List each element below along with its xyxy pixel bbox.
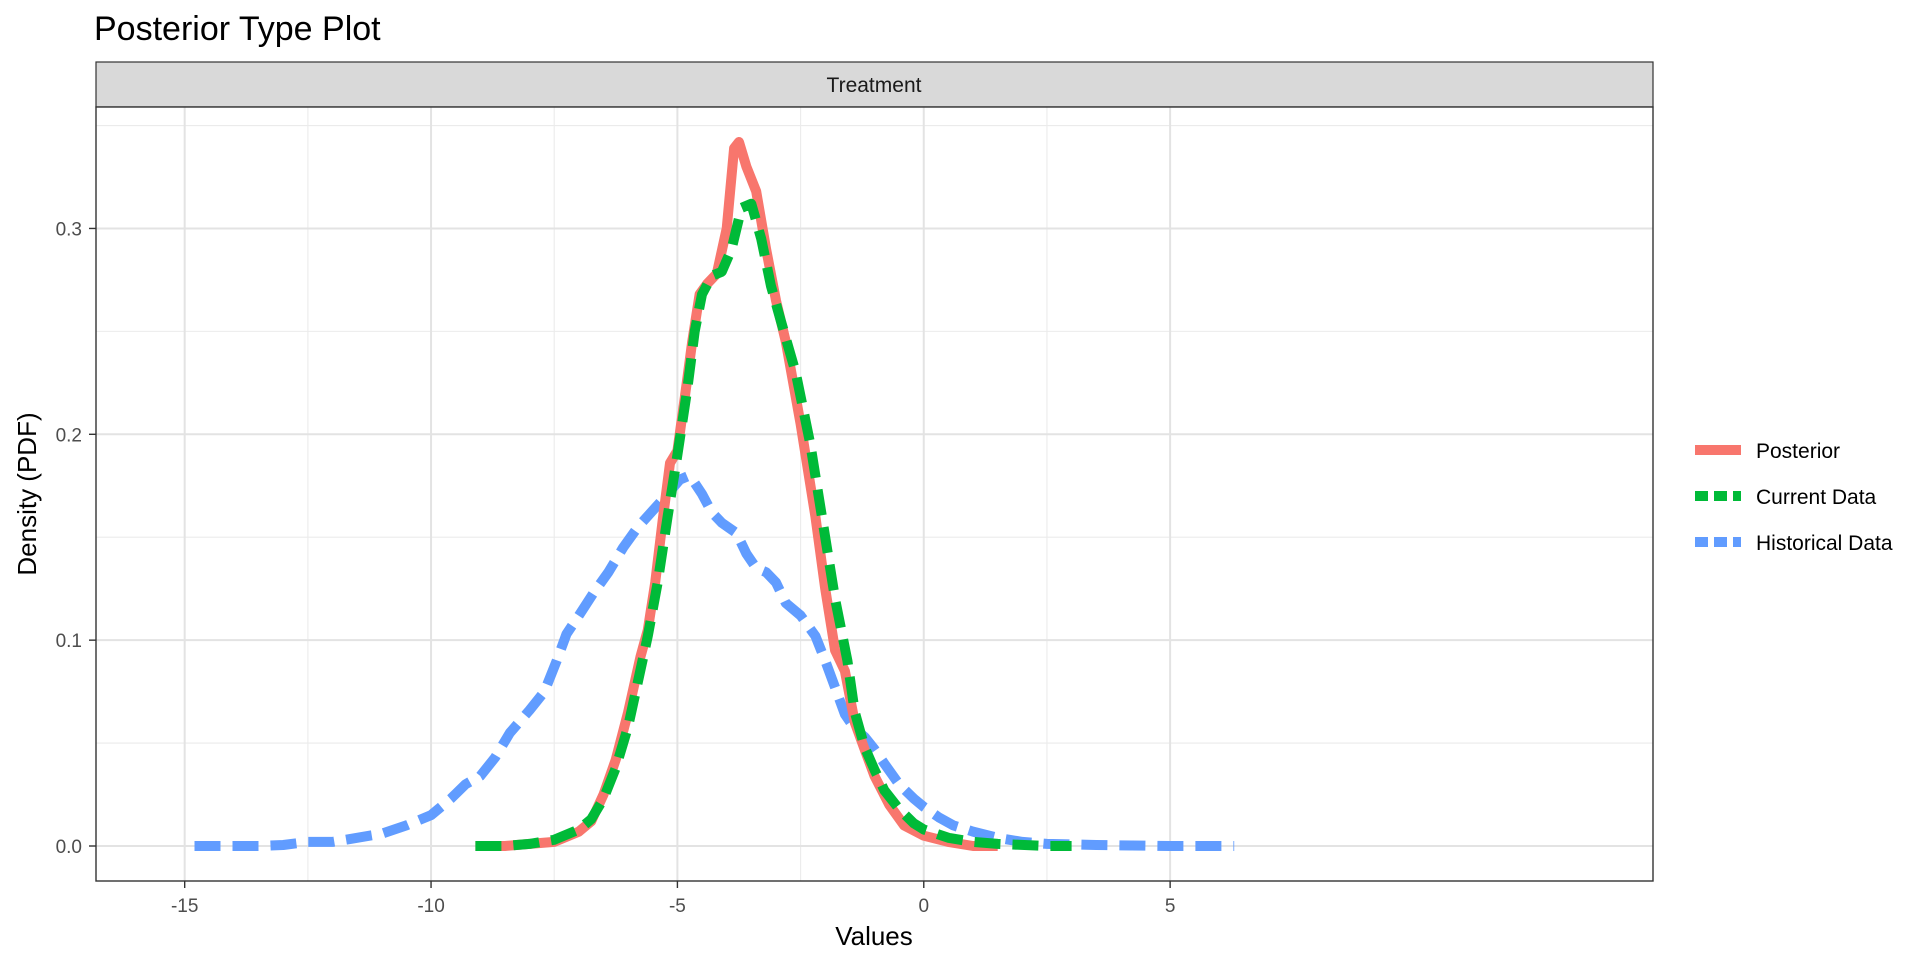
x-tick-label: 5 [1165,896,1176,917]
x-tick-label: -10 [417,896,444,917]
x-axis-title: Values [835,921,913,951]
x-tick-label: -15 [171,896,198,917]
y-axis: 0.0 0.1 0.2 0.3 [56,219,96,858]
facet-strip [95,61,1654,108]
y-axis-title: Density (PDF) [12,412,42,575]
y-tick-label: 0.2 [56,425,82,446]
plot-panel-border [95,106,1654,882]
series-line-current-data [475,198,1072,851]
chart-title: Posterior Type Plot [94,10,381,48]
series-line-historical-data [194,470,1235,851]
legend-label-historical-data: Historical Data [1756,532,1893,555]
facet-strip-label: Treatment [827,74,922,97]
y-tick-label: 0.0 [56,837,82,858]
x-tick-label: 0 [918,896,929,917]
grid-lines [96,107,1653,881]
y-tick-label: 0.1 [56,631,82,652]
legend-label-current-data: Current Data [1756,486,1877,509]
y-tick-label: 0.3 [56,219,82,240]
x-tick-label: -5 [669,896,686,917]
plot-panel [96,107,1653,881]
legend-label-posterior: Posterior [1756,440,1840,463]
x-axis: -15 -10 -5 0 5 [171,881,1175,917]
series-lines [194,137,1235,851]
legend: Posterior Current Data Historical Data [1695,440,1893,555]
